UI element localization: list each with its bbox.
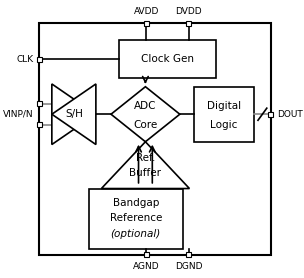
Text: DGND: DGND [175, 262, 202, 271]
Bar [186, 252, 191, 257]
Polygon shape [52, 84, 96, 145]
Text: VINP/N: VINP/N [3, 110, 33, 119]
Text: AGND: AGND [133, 262, 160, 271]
Polygon shape [101, 142, 189, 188]
Text: Clock Gen: Clock Gen [141, 54, 194, 64]
Bar [194, 87, 254, 142]
Polygon shape [52, 84, 96, 145]
Text: Digital: Digital [207, 101, 241, 111]
Bar [37, 57, 42, 62]
Text: DVDD: DVDD [175, 7, 202, 16]
Bar [144, 21, 149, 26]
Bar [40, 23, 271, 255]
Bar [268, 112, 273, 117]
Text: (optional): (optional) [111, 229, 161, 239]
Bar [37, 101, 42, 106]
Text: Core: Core [133, 120, 157, 130]
Bar [89, 188, 183, 249]
Text: Bandgap: Bandgap [112, 198, 159, 208]
Text: Ref.: Ref. [136, 153, 155, 163]
Text: AVDD: AVDD [133, 7, 159, 16]
Text: DOUT: DOUT [277, 110, 302, 119]
Bar [37, 122, 42, 127]
Text: ADC: ADC [134, 101, 157, 111]
Text: S/H: S/H [65, 109, 83, 119]
Bar [119, 40, 216, 78]
Text: Buffer: Buffer [130, 168, 161, 178]
Text: Logic: Logic [210, 120, 237, 130]
Bar [186, 21, 191, 26]
Polygon shape [111, 87, 180, 142]
Text: Reference: Reference [110, 213, 162, 223]
Text: CLK: CLK [16, 55, 33, 64]
Bar [144, 252, 149, 257]
